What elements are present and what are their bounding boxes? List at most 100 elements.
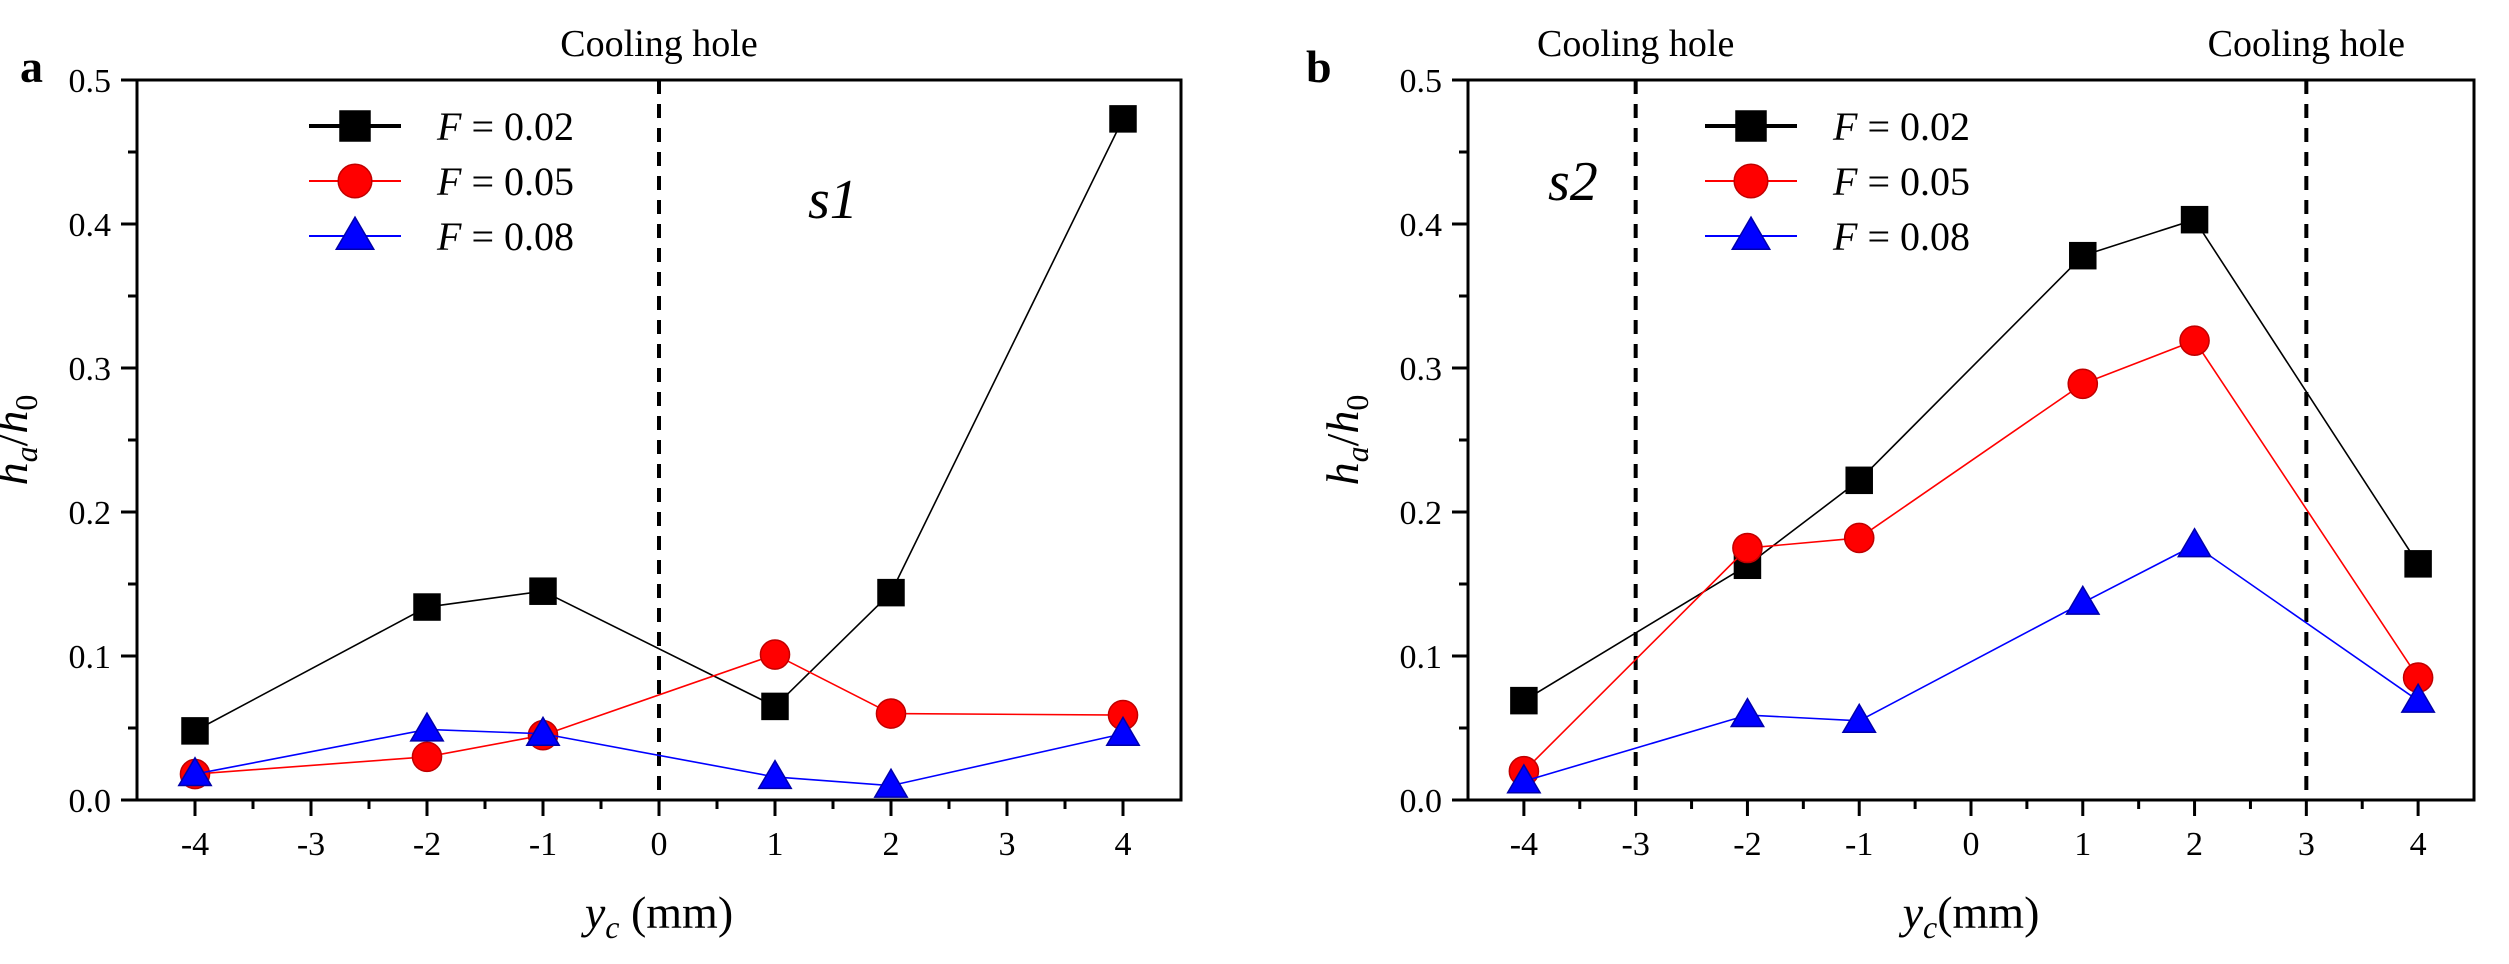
legend-label: F = 0.08 bbox=[1832, 214, 1970, 259]
y-tick-label: 0.1 bbox=[69, 639, 112, 676]
y-tick-label: 0.4 bbox=[1400, 207, 1443, 244]
data-point bbox=[2069, 241, 2097, 270]
y-tick-label: 0.3 bbox=[69, 351, 112, 388]
x-tick-label: -2 bbox=[1733, 826, 1761, 863]
x-axis-title: yc (mm) bbox=[581, 887, 733, 945]
data-point bbox=[1506, 763, 1542, 794]
legend-label: F = 0.02 bbox=[1832, 104, 1970, 149]
x-tick-label: -1 bbox=[529, 826, 557, 863]
data-point bbox=[1732, 532, 1763, 564]
y-tick-label: 0.3 bbox=[1400, 351, 1443, 388]
legend-entry: F = 0.02 bbox=[1705, 104, 1970, 149]
y-axis-title: ha/h0 bbox=[1317, 395, 1375, 486]
x-tick-label: 0 bbox=[1963, 826, 1980, 863]
panel-a: a -4 -3 -2 -1 0 1 2 3 4 0.0 0.1 0.2 0.3 0.4 0.5 yc (mm) h… bbox=[0, 23, 1183, 945]
x-axis-title: yc(mm) bbox=[1899, 887, 2040, 945]
data-point bbox=[2400, 682, 2436, 713]
y-tick-label: 0.5 bbox=[1400, 63, 1443, 100]
series-square bbox=[1510, 205, 2432, 715]
y-tick-label: 0.2 bbox=[1400, 495, 1443, 532]
series-line bbox=[194, 118, 1124, 732]
data-point bbox=[2180, 205, 2209, 234]
x-tick-label: -1 bbox=[1845, 826, 1873, 863]
y-tick-label: 0.0 bbox=[69, 783, 112, 820]
series-square bbox=[181, 105, 1137, 745]
x-tick-label: 1 bbox=[2074, 826, 2091, 863]
data-point bbox=[1841, 702, 1877, 734]
cooling-hole-label: Cooling hole bbox=[560, 23, 757, 65]
series-line bbox=[1523, 218, 2419, 702]
series-line bbox=[1523, 339, 2419, 772]
legend-marker bbox=[339, 110, 371, 142]
x-tick-label: -3 bbox=[1622, 826, 1650, 863]
x-tick-label: 0 bbox=[651, 826, 668, 863]
panel-letter: a bbox=[20, 41, 43, 92]
data-point bbox=[1510, 686, 1538, 715]
legend-entry: F = 0.05 bbox=[1705, 159, 1970, 204]
legend-marker bbox=[1735, 110, 1767, 142]
y-tick-label: 0.1 bbox=[1400, 639, 1443, 676]
series-triangle bbox=[1506, 527, 2436, 794]
x-tick-label: -2 bbox=[413, 826, 441, 863]
panel-tag: s2 bbox=[1548, 151, 1598, 213]
data-point bbox=[525, 715, 561, 746]
data-point bbox=[1729, 697, 1766, 728]
cooling-hole-label: Cooling hole bbox=[2208, 23, 2405, 65]
legend-label: F = 0.05 bbox=[436, 159, 574, 204]
data-point bbox=[1843, 522, 1875, 554]
panel-tag: s1 bbox=[808, 169, 858, 231]
x-tick-label: 2 bbox=[883, 826, 900, 863]
data-point bbox=[529, 577, 557, 605]
legend-entry: F = 0.05 bbox=[309, 159, 574, 204]
y-tick-label: 0.0 bbox=[1400, 783, 1443, 820]
data-point bbox=[1109, 105, 1137, 133]
y-tick-label: 0.4 bbox=[69, 207, 112, 244]
series-triangle bbox=[177, 711, 1141, 798]
x-tick-label: 4 bbox=[1115, 826, 1132, 863]
panel-b: b -4 -3 -2 -1 0 1 2 3 4 0.0 0.1 0.2 0.3 0.4 0.5 yc(mm) ha… bbox=[1306, 23, 2476, 945]
data-point bbox=[2404, 550, 2432, 578]
data-point bbox=[2179, 325, 2210, 356]
series-circle bbox=[1508, 325, 2434, 787]
series-line bbox=[194, 728, 1124, 787]
panel-letter: b bbox=[1306, 41, 1332, 92]
legend-marker bbox=[1733, 163, 1769, 199]
cooling-hole-label: Cooling hole bbox=[1537, 23, 1734, 65]
data-point bbox=[1105, 715, 1141, 746]
data-point bbox=[411, 741, 443, 773]
data-point bbox=[1845, 466, 1873, 495]
legend-entry: F = 0.08 bbox=[1705, 214, 1970, 259]
data-point bbox=[181, 717, 209, 745]
data-point bbox=[413, 593, 441, 621]
x-tick-label: -3 bbox=[297, 826, 325, 863]
series-line bbox=[1523, 544, 2419, 783]
x-tick-label: 4 bbox=[2410, 826, 2427, 863]
legend-entry: F = 0.02 bbox=[309, 104, 574, 149]
x-tick-label: -4 bbox=[1510, 826, 1538, 863]
data-point bbox=[2176, 527, 2213, 558]
legend-entry: F = 0.08 bbox=[309, 214, 574, 259]
legend-label: F = 0.05 bbox=[1832, 159, 1970, 204]
x-tick-label: 1 bbox=[767, 826, 784, 863]
plot-frame bbox=[1466, 78, 2476, 802]
legend-label: F = 0.08 bbox=[436, 214, 574, 259]
data-point bbox=[177, 756, 213, 787]
legend-marker bbox=[337, 163, 373, 199]
x-tick-label: 3 bbox=[999, 826, 1016, 863]
data-point bbox=[875, 698, 907, 729]
legend-marker bbox=[1730, 215, 1772, 250]
data-point bbox=[759, 639, 791, 670]
data-point bbox=[877, 578, 905, 607]
x-tick-label: -4 bbox=[181, 826, 209, 863]
data-point bbox=[2065, 584, 2101, 615]
data-point bbox=[2067, 368, 2099, 400]
y-tick-label: 0.2 bbox=[69, 495, 112, 532]
x-tick-label: 2 bbox=[2186, 826, 2203, 863]
y-tick-label: 0.5 bbox=[69, 63, 112, 100]
series-line bbox=[194, 653, 1124, 775]
data-point bbox=[757, 759, 793, 790]
legend-marker bbox=[334, 215, 376, 250]
data-point bbox=[409, 711, 445, 742]
data-point bbox=[761, 692, 789, 721]
